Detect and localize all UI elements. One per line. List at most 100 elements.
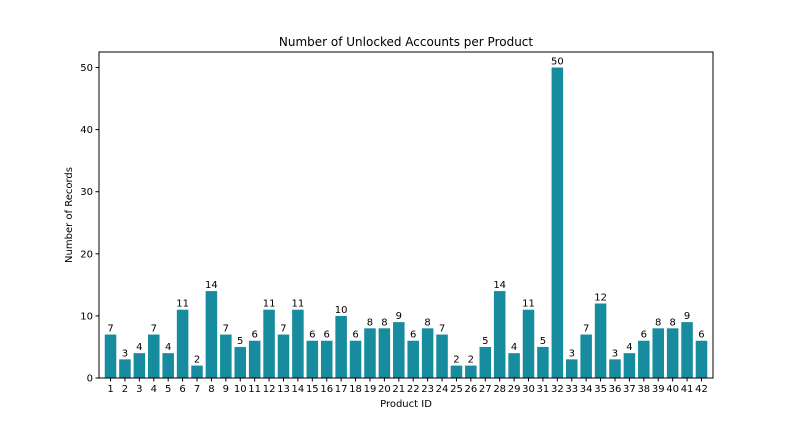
- bar-41: [681, 322, 693, 378]
- y-tick-label: 30: [80, 187, 93, 198]
- x-tick-label: 1: [107, 384, 113, 395]
- bar-35: [594, 303, 607, 378]
- x-tick-label: 25: [450, 384, 463, 395]
- bar-value-label-10: 5: [237, 336, 243, 347]
- bar-9: [220, 334, 232, 378]
- bar-value-label-33: 3: [569, 348, 575, 359]
- x-tick-label: 12: [263, 384, 276, 395]
- bar-value-label-39: 8: [655, 317, 661, 328]
- bar-12: [263, 309, 275, 378]
- bar-value-label-2: 3: [122, 348, 128, 359]
- bar-13: [277, 334, 290, 378]
- x-tick-label: 26: [464, 384, 477, 395]
- x-tick-label: 29: [508, 384, 521, 395]
- x-tick-label: 18: [349, 384, 362, 395]
- y-axis-ticks: 0 10 20 30 40 50: [80, 63, 99, 385]
- bar-value-label-18: 6: [352, 330, 358, 341]
- bar-1: [104, 334, 117, 378]
- x-tick-label: 37: [623, 384, 636, 395]
- bar-value-label-13: 7: [280, 324, 286, 335]
- bar-value-label-42: 6: [698, 330, 704, 341]
- bar-value-label-40: 8: [669, 317, 675, 328]
- bar-value-label-8: 14: [205, 280, 218, 291]
- y-tick-label: 20: [80, 249, 93, 260]
- bar-22: [407, 340, 419, 378]
- x-tick-label: 17: [335, 384, 348, 395]
- x-tick-label: 5: [165, 384, 171, 395]
- bar-39: [652, 328, 664, 378]
- x-tick-label: 32: [551, 384, 564, 395]
- bar-value-label-19: 8: [367, 317, 373, 328]
- x-tick-label: 34: [580, 384, 593, 395]
- plot-frame: [98, 51, 714, 379]
- bar-28: [493, 291, 506, 378]
- x-axis-label: Product ID: [380, 399, 432, 410]
- x-tick-label: 39: [652, 384, 665, 395]
- x-tick-label: 4: [151, 384, 157, 395]
- bar-value-label-20: 8: [381, 317, 387, 328]
- bar-value-label-17: 10: [335, 305, 348, 316]
- bar-2: [119, 359, 131, 378]
- bar-15: [306, 340, 319, 378]
- y-tick-label: 50: [80, 63, 93, 74]
- bar-value-label-41: 9: [684, 311, 690, 322]
- bar-value-label-30: 11: [522, 299, 535, 310]
- bar-3: [133, 353, 146, 378]
- bar-27: [479, 346, 492, 378]
- bar-25: [450, 365, 463, 378]
- bar-value-label-9: 7: [223, 324, 229, 335]
- x-tick-label: 31: [537, 384, 550, 395]
- bar-value-label-1: 7: [107, 324, 113, 335]
- x-tick-label: 6: [179, 384, 185, 395]
- x-tick-label: 35: [594, 384, 607, 395]
- bar-value-label-38: 6: [641, 330, 647, 341]
- x-tick-label: 38: [637, 384, 650, 395]
- x-tick-label: 19: [364, 384, 377, 395]
- x-tick-label: 7: [194, 384, 200, 395]
- bar-5: [162, 353, 174, 378]
- bar-value-label-16: 6: [324, 330, 330, 341]
- x-tick-label: 15: [306, 384, 319, 395]
- x-tick-label: 21: [392, 384, 405, 395]
- bar-value-label-35: 12: [594, 292, 607, 303]
- bar-value-label-34: 7: [583, 324, 589, 335]
- bar-value-label-31: 5: [540, 336, 546, 347]
- bar-value-label-5: 4: [165, 342, 171, 353]
- bar-40: [666, 328, 679, 378]
- bar-29: [508, 353, 520, 378]
- bar-value-label-6: 11: [176, 299, 189, 310]
- bar-26: [465, 365, 477, 378]
- bar-37: [623, 353, 636, 378]
- bar-10: [234, 346, 247, 378]
- bar-7: [191, 365, 203, 378]
- x-tick-label: 13: [277, 384, 290, 395]
- bar-34: [580, 334, 592, 378]
- bar-value-label-24: 7: [439, 324, 445, 335]
- y-tick-label: 0: [87, 374, 93, 385]
- x-tick-label: 28: [493, 384, 506, 395]
- x-tick-label: 22: [407, 384, 420, 395]
- bar-20: [378, 328, 391, 378]
- bar-4: [148, 334, 160, 378]
- x-tick-label: 20: [378, 384, 391, 395]
- bar-value-label-12: 11: [263, 299, 276, 310]
- bar-value-label-4: 7: [151, 324, 157, 335]
- bar-30: [522, 309, 535, 378]
- x-tick-label: 16: [320, 384, 333, 395]
- bar-21: [393, 322, 405, 378]
- x-tick-label: 23: [421, 384, 434, 395]
- x-tick-label: 14: [292, 384, 305, 395]
- x-axis-ticks: 1 2 3 4 5 6 7 8 9 10 11 12 13 14 15 16 17 18 19 20 21 22 23 24 2…: [107, 378, 708, 395]
- bar-31: [537, 346, 549, 378]
- x-tick-label: 2: [122, 384, 128, 395]
- bar-value-label-32: 50: [551, 57, 564, 68]
- bar-value-label-11: 6: [251, 330, 257, 341]
- x-tick-label: 36: [609, 384, 622, 395]
- x-tick-label: 33: [565, 384, 578, 395]
- bar-value-label-26: 2: [468, 355, 474, 366]
- bar-value-label-14: 11: [292, 299, 305, 310]
- bar-8: [205, 291, 218, 378]
